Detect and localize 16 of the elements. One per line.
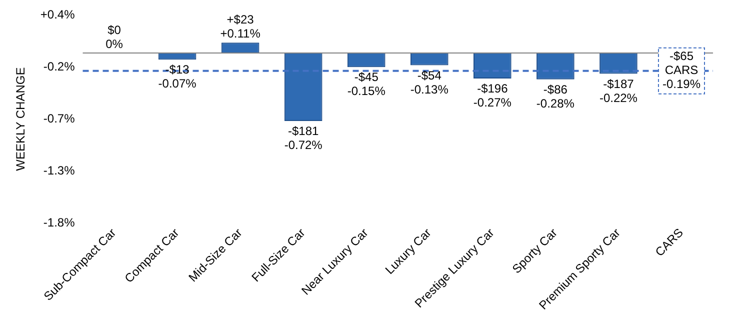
y-tick-label: +0.4%: [40, 8, 76, 22]
y-tick-label: -0.2%: [43, 59, 76, 74]
data-label: -$196 -0.27%: [473, 81, 512, 110]
y-tick-label: -1.8%: [43, 215, 76, 230]
data-label: -$181 -0.72%: [284, 124, 323, 152]
y-tick-label: -0.7%: [43, 111, 76, 126]
data-label: -$45 -0.15%: [347, 70, 386, 98]
data-label: +$23 +0.11%: [220, 12, 261, 41]
data-label: $0 0%: [106, 22, 124, 51]
data-label: -$54 -0.13%: [410, 68, 449, 96]
data-label: -$86 -0.28%: [536, 82, 575, 110]
y-axis-title: WEEKLY CHANGE: [14, 67, 28, 171]
y-tick-label: -1.3%: [43, 163, 76, 178]
data-label: -$187 -0.22%: [599, 76, 638, 105]
data-label: -$13 -0.07%: [158, 62, 197, 91]
ref-line-label: -$65 CARS -0.19%: [662, 49, 701, 92]
